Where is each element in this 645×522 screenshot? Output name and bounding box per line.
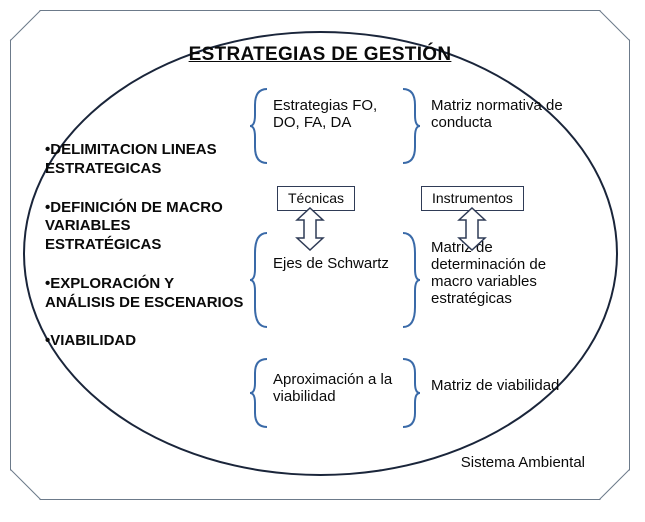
outer-frame: ESTRATEGIAS DE GESTIÓN •DELIMITACION LIN… — [10, 10, 630, 500]
left-bullet-list: •DELIMITACION LINEAS ESTRATEGICAS •DEFIN… — [45, 141, 245, 371]
brace-close-icon — [401, 87, 421, 165]
brace-open-icon — [249, 231, 269, 329]
list-item: •DELIMITACION LINEAS ESTRATEGICAS — [45, 141, 245, 179]
brace-open-icon — [249, 357, 269, 429]
mid-label-row1: Estrategias FO, DO, FA, DA — [273, 97, 403, 131]
brace-close-icon — [401, 357, 421, 429]
right-label-row3: Matriz de viabilidad — [431, 377, 591, 394]
brace-open-icon — [249, 87, 269, 165]
footer-label: Sistema Ambiental — [461, 454, 585, 471]
right-label-row1: Matriz normativa de conducta — [431, 97, 591, 131]
mid-label-row3: Aproximación a la viabilidad — [273, 371, 403, 405]
list-item: •EXPLORACIÓN Y ANÁLISIS DE ESCENARIOS — [45, 275, 245, 313]
brace-close-icon — [401, 231, 421, 329]
updown-arrow-icon — [451, 207, 493, 251]
diagram-title: ESTRATEGIAS DE GESTIÓN — [11, 44, 629, 66]
list-item: •DEFINICIÓN DE MACRO VARIABLES ESTRATÉGI… — [45, 199, 245, 255]
updown-arrow-icon — [289, 207, 331, 251]
list-item: •VIABILIDAD — [45, 332, 245, 351]
mid-label-row2: Ejes de Schwartz — [273, 255, 403, 272]
